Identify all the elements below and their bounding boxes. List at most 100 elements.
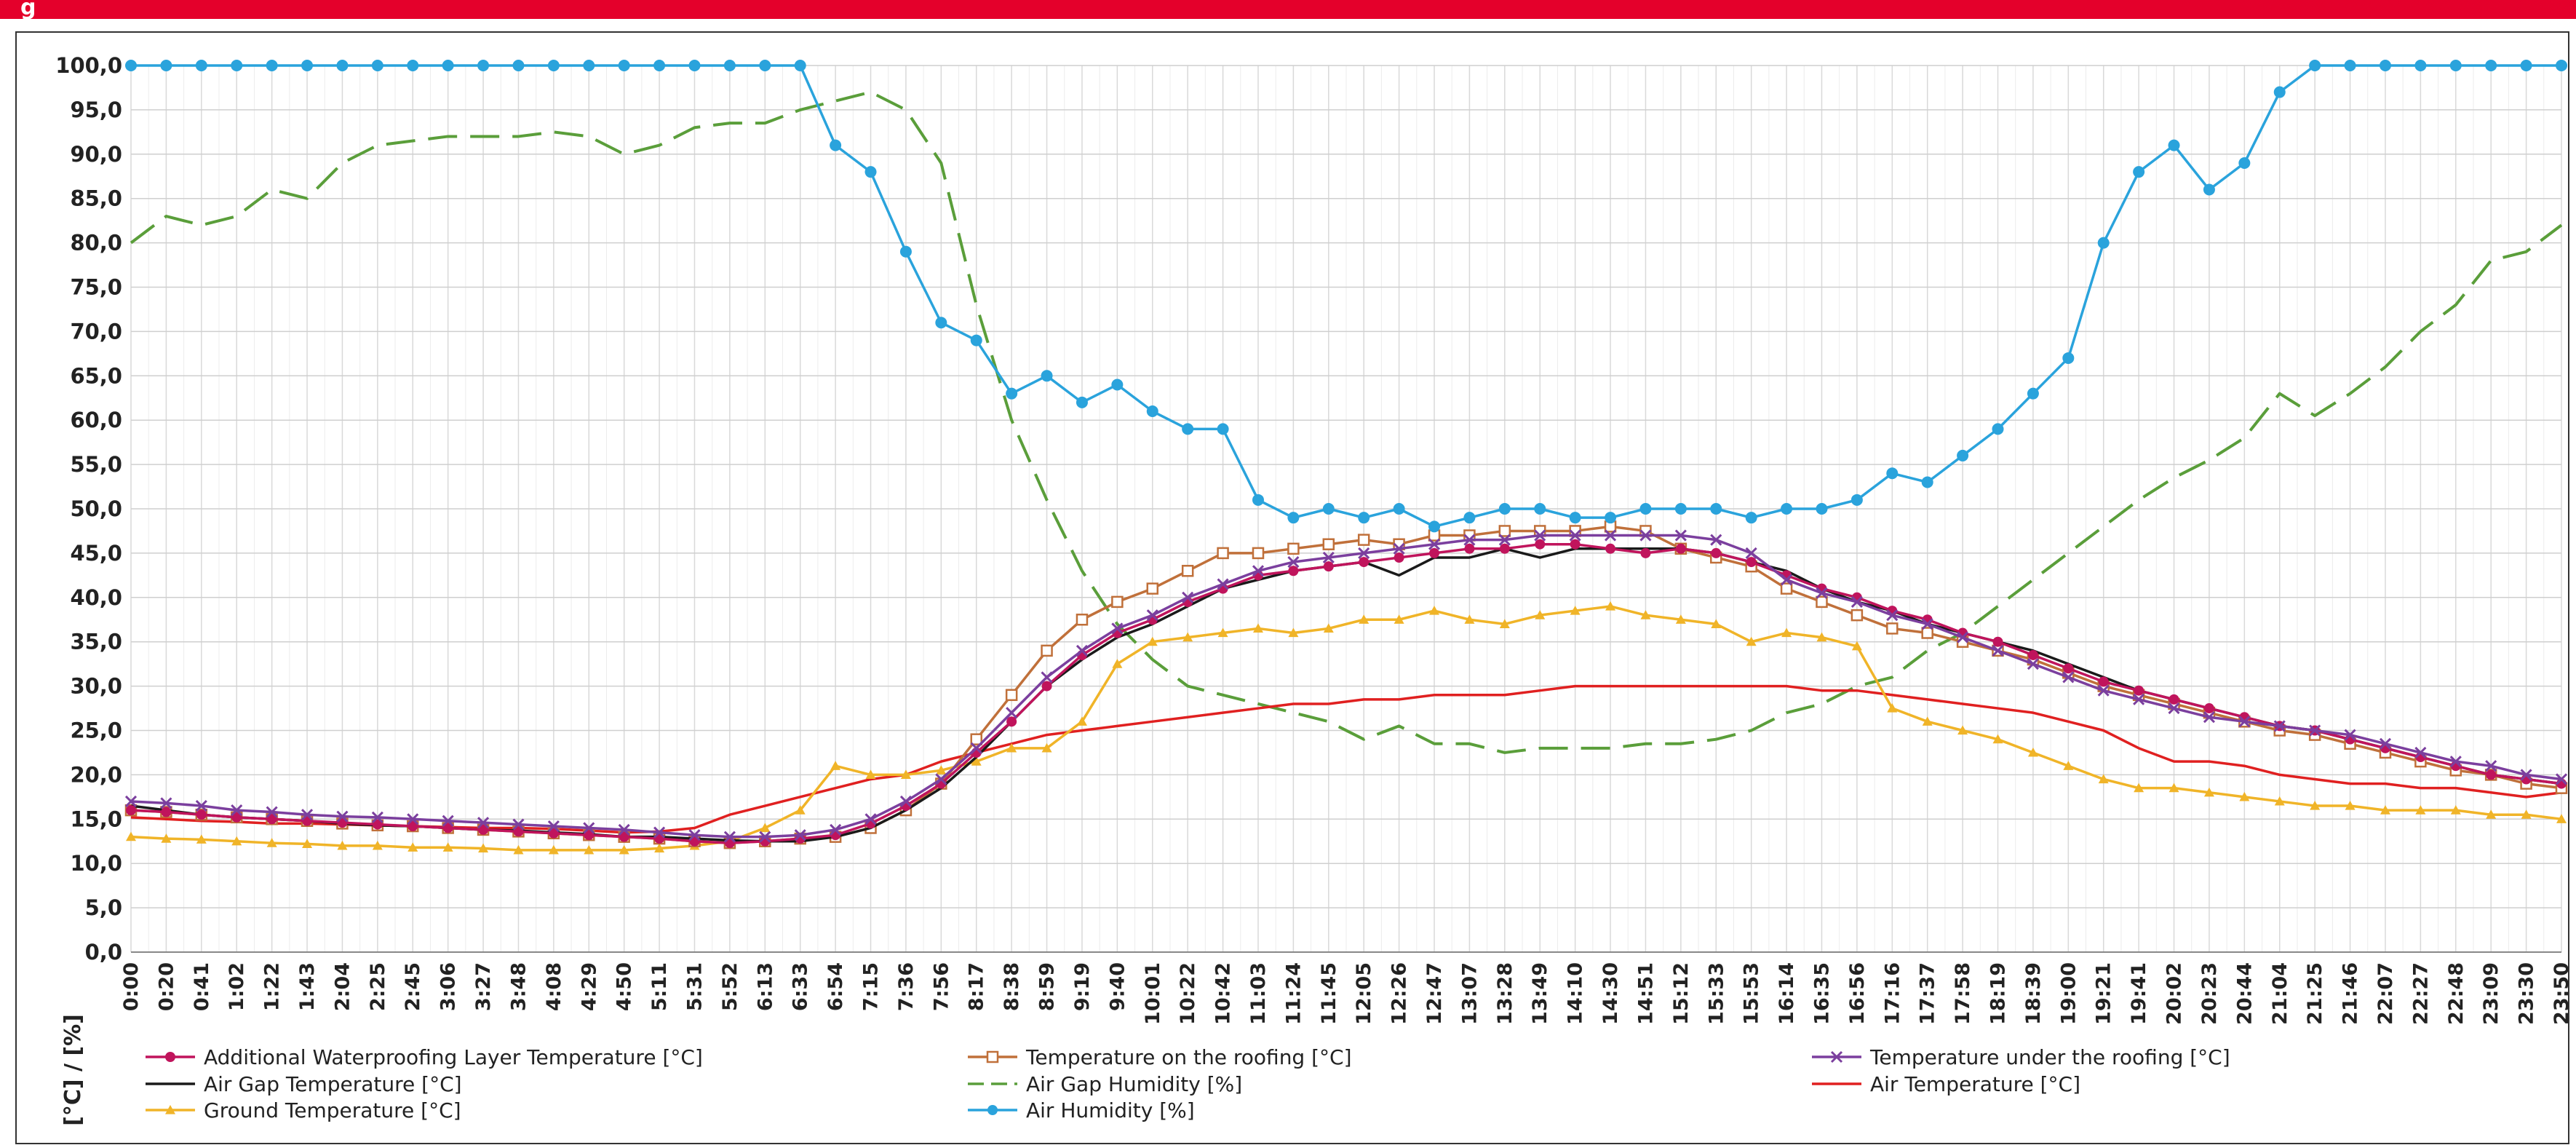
y-tick-label: 65,0	[70, 363, 122, 388]
legend-label: Air Gap Humidity [%]	[1026, 1072, 1242, 1096]
data-point	[301, 60, 314, 71]
data-point	[1569, 512, 1581, 524]
data-point	[161, 833, 172, 843]
data-point	[1041, 644, 1053, 657]
data-point	[126, 831, 136, 841]
data-point	[231, 836, 242, 846]
data-point	[1921, 618, 1933, 630]
x-tick-label: 13:07	[1458, 962, 1481, 1025]
data-point	[372, 840, 383, 850]
data-point	[2486, 809, 2497, 819]
y-axis-title: [°C] / [%]	[60, 1014, 86, 1126]
data-point	[2556, 814, 2567, 823]
data-point	[1322, 538, 1335, 550]
data-point	[1217, 627, 1228, 638]
data-point	[2449, 756, 2462, 768]
x-tick-label: 18:39	[2022, 962, 2045, 1025]
data-point	[723, 831, 736, 843]
data-point	[1675, 614, 1686, 624]
data-point	[408, 821, 418, 832]
data-point	[1816, 632, 1827, 642]
legend-label: Air Humidity [%]	[1026, 1098, 1195, 1122]
data-point	[1992, 644, 2004, 657]
x-tick-label: 0:41	[191, 962, 213, 1011]
data-point	[2556, 60, 2567, 71]
data-point	[1322, 503, 1335, 515]
data-point	[442, 815, 454, 827]
data-point	[548, 828, 559, 839]
data-point	[618, 60, 630, 71]
data-point	[1850, 595, 1863, 608]
y-tick-label: 60,0	[70, 408, 122, 432]
data-point	[1569, 529, 1581, 542]
legend-label: Ground Temperature [°C]	[204, 1098, 461, 1122]
data-point	[971, 756, 982, 766]
data-point	[547, 60, 560, 71]
data-point	[1570, 606, 1581, 615]
data-point	[1111, 622, 1124, 635]
data-point	[336, 810, 349, 823]
data-point	[2345, 801, 2356, 810]
y-tick-label: 10,0	[70, 851, 122, 876]
data-point	[2168, 139, 2180, 151]
x-tick-label: 14:10	[1565, 962, 1587, 1025]
data-point	[1535, 539, 1546, 550]
data-point	[2168, 694, 2179, 705]
data-point	[1217, 423, 1229, 435]
data-point	[1182, 591, 1194, 603]
data-point	[864, 813, 877, 825]
x-tick-label: 7:56	[930, 962, 953, 1011]
data-point	[2203, 183, 2215, 196]
data-point	[1252, 494, 1264, 506]
data-point	[2203, 711, 2216, 724]
data-point	[2344, 60, 2356, 71]
data-point	[583, 822, 595, 834]
data-point	[1605, 543, 1616, 554]
x-tick-label: 9:19	[1071, 962, 1094, 1011]
data-point	[1359, 614, 1370, 624]
x-tick-label: 21:04	[2269, 962, 2291, 1025]
data-point	[1393, 503, 1405, 515]
data-point	[2027, 387, 2039, 400]
legend-marker	[986, 1050, 999, 1063]
series-line	[130, 90, 2563, 754]
data-point	[1146, 582, 1159, 595]
data-point	[2134, 783, 2144, 793]
legend-marker	[165, 1105, 175, 1114]
x-tick-label: 20:02	[2163, 962, 2186, 1025]
data-point	[2485, 60, 2497, 71]
x-tick-label: 20:23	[2198, 962, 2221, 1025]
header-bar	[0, 0, 2576, 19]
x-tick-label: 0:00	[120, 962, 143, 1011]
data-point	[477, 60, 490, 71]
data-point	[1006, 716, 1017, 727]
data-point	[584, 844, 595, 855]
data-point	[266, 814, 277, 825]
y-tick-label: 40,0	[70, 585, 122, 610]
legend-label: Temperature on the roofing [°C]	[1025, 1045, 1352, 1069]
x-tick-label: 6:33	[790, 962, 812, 1011]
data-point	[125, 60, 137, 71]
x-tick-label: 7:15	[860, 962, 883, 1011]
data-point	[1710, 534, 1722, 546]
x-tick-label: 16:56	[1846, 962, 1869, 1025]
data-point	[372, 819, 383, 830]
data-point	[1746, 636, 1757, 646]
data-point	[2238, 716, 2251, 728]
data-point	[1640, 547, 1651, 558]
data-point	[1781, 574, 1793, 586]
data-point	[987, 1105, 998, 1115]
data-point	[2310, 801, 2321, 810]
data-point	[1182, 632, 1193, 642]
data-point	[2097, 684, 2110, 697]
data-point	[1287, 512, 1300, 524]
data-point	[760, 823, 771, 833]
data-point	[1640, 610, 1651, 619]
data-point	[619, 831, 629, 842]
data-point	[2273, 720, 2286, 732]
x-tick-label: 5:11	[648, 962, 671, 1011]
data-point	[935, 773, 947, 785]
data-point	[478, 824, 489, 835]
x-tick-label: 22:27	[2409, 962, 2432, 1025]
data-point	[1288, 627, 1299, 638]
